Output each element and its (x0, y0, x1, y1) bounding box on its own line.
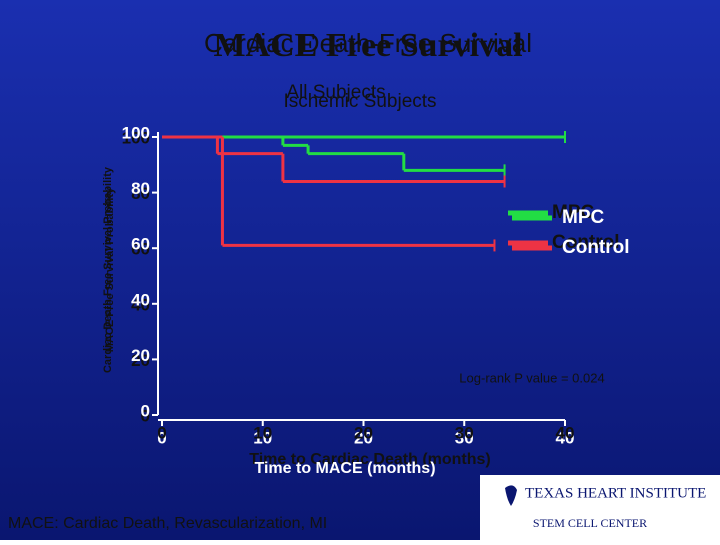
y-tick-label: 100 (122, 128, 150, 147)
chart-title-alt: Cardiac Death-Free Survival (204, 28, 532, 58)
y-tick-label: 0 (141, 406, 150, 425)
subtitle-alt: Ischemic Subjects (283, 91, 436, 112)
x-tick-label: 30 (455, 428, 474, 447)
x-axis-label-alt: Time to Cardiac Death (months) (249, 451, 491, 468)
y-tick-label-shadow: 40 (131, 290, 150, 309)
legend-label: Control (562, 237, 630, 258)
y-tick-label-shadow: 60 (131, 235, 150, 254)
y-tick-label-shadow: 80 (131, 179, 150, 198)
logo-subtext: STEM CELL CENTER (533, 516, 647, 530)
y-tick-label-shadow: 100 (122, 123, 150, 142)
x-tick-label-shadow: 20 (354, 423, 373, 442)
x-tick-label-shadow: 0 (157, 423, 166, 442)
x-tick-label: 40 (556, 428, 575, 447)
x-tick-label-shadow: 40 (556, 423, 575, 442)
y-axis-label-alt: Cardiac Death Free Survival Probability (102, 166, 114, 373)
chart-title: MACE Free Survival (213, 27, 522, 64)
x-tick-label: 10 (253, 428, 272, 447)
annotation: Log-rank P value = 0.024 (459, 370, 604, 385)
x-tick-label: 0 (157, 428, 166, 447)
legend-label: MPC (552, 202, 595, 223)
y-axis-label: MACE Free Survival Probability (104, 187, 116, 352)
logo-box (480, 475, 720, 540)
legend-label: MPC (562, 207, 605, 228)
y-tick-label: 80 (131, 184, 150, 203)
logo-icon (505, 485, 517, 506)
subtitle: All Subjects (286, 82, 385, 103)
logo-text: TEXAS HEART INSTITUTE (525, 485, 706, 501)
x-tick-label: 20 (354, 428, 373, 447)
y-tick-label-shadow: 20 (131, 346, 150, 365)
footnote: MACE: Cardiac Death, Revascularization, … (8, 515, 327, 532)
y-tick-label: 60 (131, 240, 150, 259)
y-tick-label: 40 (131, 295, 150, 314)
x-axis-label: Time to MACE (months) (254, 460, 435, 477)
y-tick-label-shadow: 0 (141, 401, 150, 420)
y-tick-label: 20 (131, 351, 150, 370)
x-tick-label-shadow: 30 (455, 423, 474, 442)
x-tick-label-shadow: 10 (253, 423, 272, 442)
legend-label: Control (552, 232, 620, 253)
